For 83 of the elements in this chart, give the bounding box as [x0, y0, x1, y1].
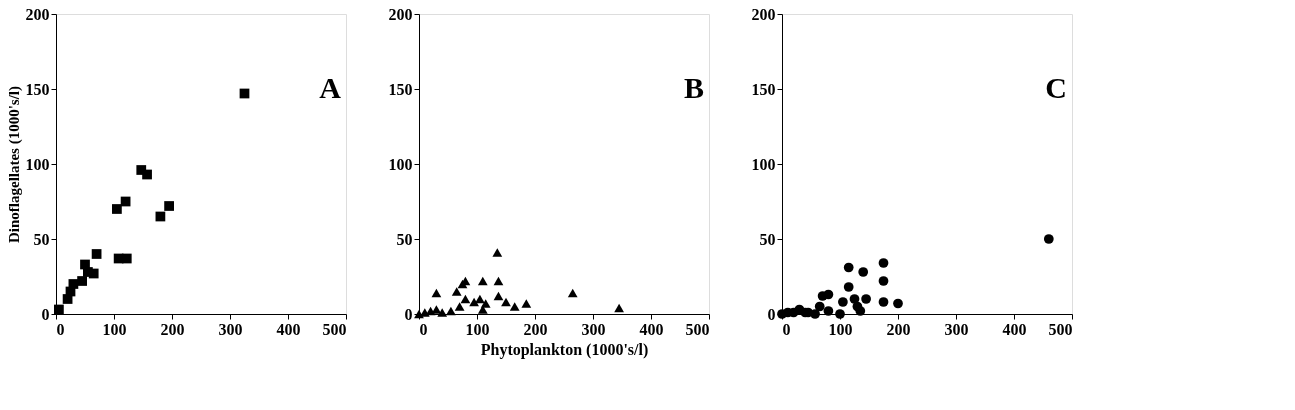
y-tick-label: 200: [25, 5, 50, 23]
x-axis-title: Phytoplankton (1000's/l): [480, 340, 649, 359]
y-tick-label: 50: [33, 230, 50, 248]
point: [843, 262, 854, 273]
x-tick-label: 100: [102, 320, 127, 338]
annotation: A: [319, 71, 342, 104]
point: [460, 294, 471, 304]
x-tick-label: 500: [1048, 320, 1073, 338]
x-tick-label: 0: [56, 320, 65, 338]
point: [878, 276, 889, 286]
point: [823, 289, 834, 300]
y-tick-label: 0: [41, 305, 50, 323]
annotation: B: [683, 71, 704, 104]
y-tick-label: 0: [767, 305, 776, 323]
x-tick-label: 200: [160, 320, 185, 338]
point: [814, 301, 825, 312]
y-tick-label: 150: [751, 80, 776, 98]
y-tick-label: 200: [388, 5, 413, 23]
point: [469, 297, 479, 307]
point: [77, 276, 87, 286]
point: [849, 294, 860, 304]
x-tick-label: 400: [639, 320, 664, 338]
point: [112, 204, 122, 214]
point: [567, 288, 578, 298]
x-tick-label: 400: [1002, 320, 1027, 338]
point: [1043, 234, 1054, 244]
x-tick-label: 200: [523, 320, 548, 338]
point: [509, 302, 520, 311]
point: [454, 302, 465, 311]
y-tick-label: 50: [396, 230, 413, 248]
x-tick-label: 500: [322, 320, 347, 338]
point: [855, 306, 866, 316]
point: [810, 309, 820, 319]
point: [477, 305, 488, 314]
point: [91, 249, 102, 259]
y-tick-label: 50: [759, 230, 776, 248]
x-tick-label: 0: [782, 320, 791, 338]
point: [893, 298, 903, 309]
point: [493, 291, 504, 301]
point: [858, 267, 869, 277]
point: [480, 299, 491, 308]
y-tick-label: 200: [751, 5, 776, 23]
x-tick-label: 300: [581, 320, 606, 338]
point: [54, 304, 64, 315]
point: [431, 288, 442, 298]
point: [437, 308, 448, 317]
x-tick-label: 100: [828, 320, 853, 338]
point: [492, 248, 503, 257]
point: [838, 297, 848, 307]
point: [843, 282, 854, 292]
x-tick-label: 500: [685, 320, 710, 338]
y-tick-label: 100: [388, 155, 413, 173]
annotation: C: [1045, 71, 1067, 104]
point: [142, 169, 152, 180]
x-tick-label: 0: [419, 320, 428, 338]
point: [614, 303, 624, 313]
x-tick-label: 300: [218, 320, 243, 338]
y-axis-title: Dinoflagellates (1000's/l): [5, 85, 23, 244]
point: [501, 297, 511, 307]
point: [477, 276, 488, 286]
point: [121, 253, 132, 264]
y-tick-label: 100: [751, 155, 776, 173]
point: [861, 294, 871, 304]
point: [823, 306, 834, 316]
y-tick-label: 100: [25, 155, 50, 173]
point: [164, 201, 174, 211]
y-tick-label: 0: [404, 305, 413, 323]
point: [878, 297, 889, 307]
y-tick-label: 150: [388, 80, 413, 98]
point: [835, 309, 845, 319]
point: [451, 287, 462, 296]
point: [475, 294, 485, 304]
point: [446, 306, 456, 316]
x-tick-label: 400: [276, 320, 301, 338]
x-tick-label: 100: [465, 320, 490, 338]
point: [493, 276, 504, 286]
point: [878, 258, 889, 268]
point: [80, 259, 90, 270]
point: [88, 268, 99, 279]
y-tick-label: 150: [25, 80, 50, 98]
x-tick-label: 200: [886, 320, 911, 338]
x-tick-label: 300: [944, 320, 969, 338]
point: [521, 299, 532, 308]
